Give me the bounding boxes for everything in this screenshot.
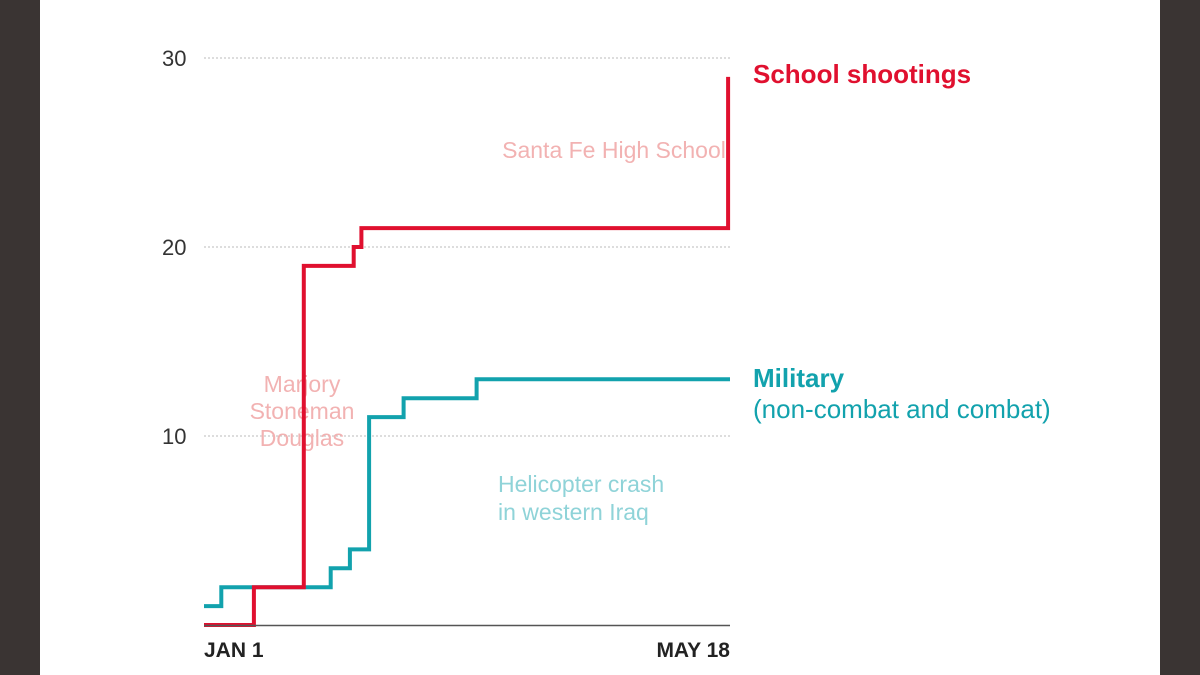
annotation-santa-fe: Santa Fe High School xyxy=(502,137,726,163)
x-tick-label-start: JAN 1 xyxy=(204,639,264,662)
series-lines xyxy=(204,76,731,627)
legend-school-shootings: School shootings xyxy=(753,59,971,89)
legend-military: Military xyxy=(753,363,845,393)
y-tick-label-10: 10 xyxy=(162,424,186,449)
y-tick-labels: 10 20 30 xyxy=(162,46,186,449)
annotations: Santa Fe High School Marjory Stoneman Do… xyxy=(250,137,726,525)
step-line-chart: 10 20 30 Santa Fe High School Marjory Ston… xyxy=(162,46,1051,662)
legend-military-sub: (non-combat and combat) xyxy=(753,394,1051,424)
series-school-shootings xyxy=(204,76,731,627)
x-tick-label-end: MAY 18 xyxy=(656,639,730,662)
annotation-helicopter-line-2: in western Iraq xyxy=(498,499,649,525)
y-tick-label-20: 20 xyxy=(162,235,186,260)
y-tick-label-30: 30 xyxy=(162,46,186,71)
series-military xyxy=(204,377,730,609)
chart-frame: 10 20 30 Santa Fe High School Marjory Ston… xyxy=(40,0,1160,675)
legend: School shootings Military (non-combat an… xyxy=(753,59,1051,424)
annotation-helicopter-line-1: Helicopter crash xyxy=(498,471,664,497)
